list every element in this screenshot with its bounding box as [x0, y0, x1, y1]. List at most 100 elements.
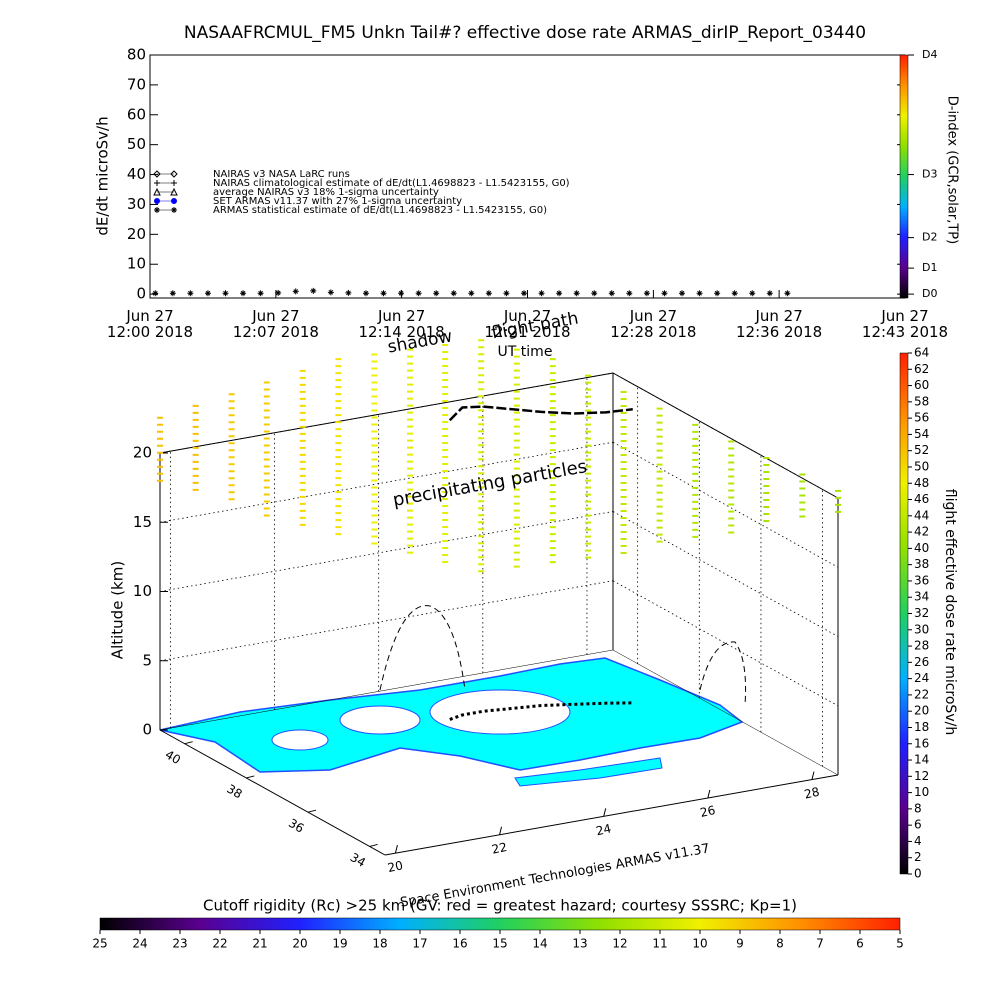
z-tick-label: 0 [142, 721, 152, 739]
marker [538, 290, 545, 297]
colorbar-tick-label: 4 [914, 834, 922, 848]
colorbar-label: flight effective dose rate microSv/h [942, 489, 958, 735]
colorbar-tick-label: 17 [412, 937, 427, 951]
colorbar [99, 917, 901, 931]
flight-path [448, 405, 633, 422]
marker [240, 290, 247, 297]
x-tick-label: Jun 27 12:14 2018 [359, 307, 445, 341]
particle-column [478, 339, 485, 573]
dashed-curve [379, 605, 466, 691]
y-axis-label: dE/dt microSv/h [94, 116, 112, 235]
marker [714, 290, 721, 297]
chart-title: NASAAFRCMUL_FM5 Unkn Tail#? effective do… [184, 23, 866, 43]
y-tick-label: 80 [127, 46, 146, 64]
marker [696, 290, 703, 297]
z-axis-label: Altitude (km) [109, 561, 127, 659]
particle-column [299, 369, 306, 526]
particle-column [157, 416, 163, 482]
particle-column [584, 374, 591, 559]
x-tick-label: Jun 27 12:07 2018 [233, 307, 319, 341]
particle-column [763, 456, 770, 522]
x-tick-label: Jun 27 12:43 2018 [862, 307, 948, 341]
marker [643, 290, 650, 297]
colorbar-tick-label: 22 [212, 937, 227, 951]
colorbar-tick-label: 44 [914, 508, 929, 522]
colorbar-tick-label: 21 [252, 937, 267, 951]
colorbar-tick-label: 6 [856, 937, 864, 951]
colorbar-tick-label: 60 [914, 378, 929, 392]
marker [222, 290, 229, 297]
x-tick [603, 808, 607, 817]
z-tick-label: 20 [133, 444, 152, 462]
colorbar-tick-label: D1 [922, 261, 937, 274]
marker [345, 289, 352, 296]
colorbar-tick-label: 7 [816, 937, 824, 951]
colorbar-tick-label: D3 [922, 168, 937, 181]
legend-label: NAIRAS climatological estimate of dE/dt(… [213, 178, 570, 189]
particle-column [263, 381, 270, 517]
colorbar-tick-label: 9 [736, 937, 744, 951]
axis-line [612, 649, 839, 776]
colorbar-tick-label: 54 [914, 427, 929, 441]
x-tick-label: 24 [595, 821, 613, 838]
particle-column [335, 358, 342, 536]
colorbar-tick-label: 5 [896, 937, 904, 951]
colorbar-tick-label: 20 [292, 937, 307, 951]
colorbar-tick-label: 40 [914, 541, 929, 555]
colorbars: Cutoff rigidity (Rc) >25 km (GV: red = g… [92, 897, 903, 951]
colorbar-tick-label: 6 [914, 818, 922, 832]
particle-column [620, 390, 627, 554]
y-tick-label: 0 [136, 285, 146, 303]
colorbar-tick-label: 24 [132, 937, 147, 951]
marker [731, 290, 738, 297]
y-tick [246, 775, 255, 779]
particle-column [442, 343, 449, 563]
marker [679, 290, 686, 297]
x-axis-label: UT time [498, 344, 553, 360]
marker [503, 290, 510, 297]
grid-line [612, 511, 839, 637]
colorbar-tick-label: 16 [914, 736, 929, 750]
axis-line [159, 372, 614, 454]
y-tick-label: 50 [127, 135, 146, 153]
colorbar-tick-label: 30 [914, 622, 929, 636]
colorbar-tick-label: 58 [914, 394, 929, 408]
colorbar-label: D-index (GCR,solar,TP) [945, 96, 960, 244]
colorbar-tick-label: 24 [914, 671, 929, 685]
x-tick-label: Jun 27 12:28 2018 [610, 307, 696, 341]
marker [170, 170, 178, 178]
x-tick-label: 26 [699, 803, 717, 820]
colorbar-tick-label: D2 [922, 231, 937, 244]
colorbar-tick-label: 42 [914, 525, 929, 539]
dashed-curve [699, 641, 747, 706]
marker [608, 290, 615, 297]
marker [187, 290, 194, 297]
z-tick-label: 5 [142, 651, 152, 669]
colorbar-tick-label: 14 [914, 753, 929, 767]
colorbar-tick-label: 10 [914, 785, 929, 799]
colorbar-tick-label: 8 [914, 801, 922, 815]
marker [433, 290, 440, 297]
colorbar-tick-label: 52 [914, 443, 929, 457]
colorbar-tick-label: 18 [372, 937, 387, 951]
particle-column [192, 404, 199, 491]
island [514, 757, 663, 787]
marker [556, 290, 563, 297]
marker [450, 290, 457, 297]
y-tick-label: 34 [348, 850, 368, 870]
x-tick [707, 789, 711, 799]
marker [661, 290, 668, 297]
legend-label: SET ARMAS v11.37 with 27% 1-sigma uncert… [213, 196, 462, 207]
colorbar-tick-label: 46 [914, 492, 929, 506]
map-floor [159, 605, 747, 787]
y-tick-label: 36 [286, 816, 306, 836]
marker [292, 288, 299, 295]
colorbar-tick-label: 15 [492, 937, 507, 951]
colorbar-tick-label: 38 [914, 557, 929, 571]
marker [327, 289, 334, 296]
colorbar-tick-label: 23 [172, 937, 187, 951]
colorbar-tick-label: 62 [914, 362, 929, 376]
particle-column [513, 348, 520, 568]
colorbar-tick-label: 11 [652, 937, 667, 951]
axis-line [384, 774, 839, 856]
